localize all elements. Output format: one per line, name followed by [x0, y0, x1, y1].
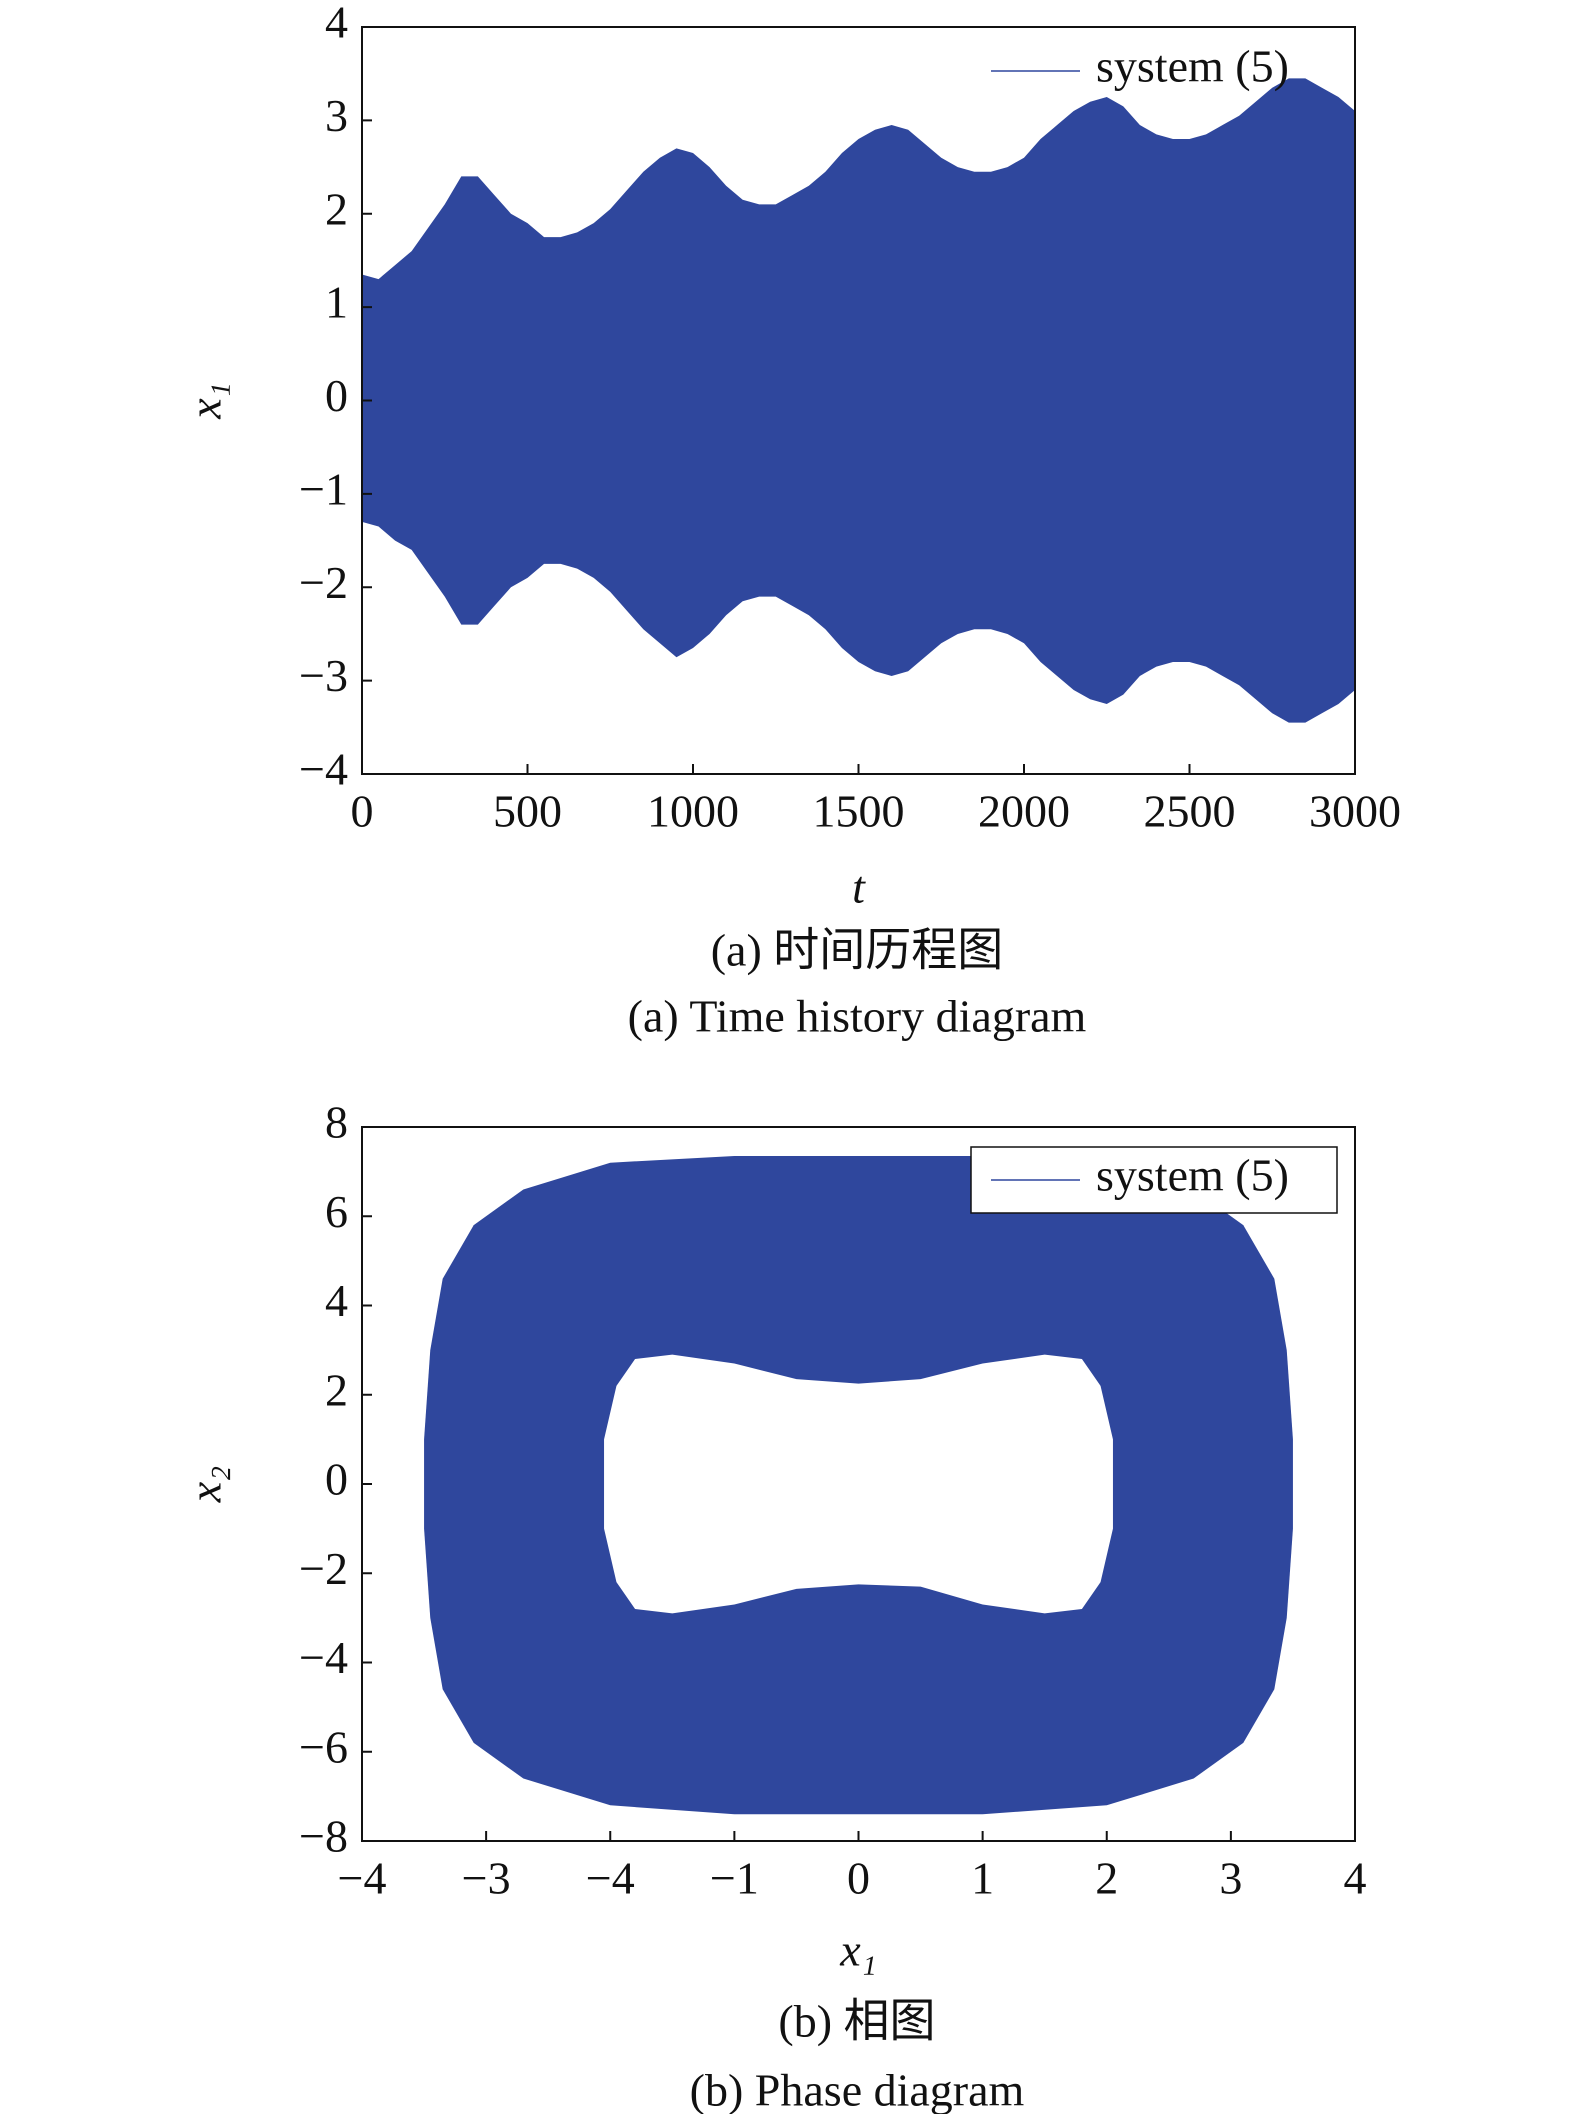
- y-tick-label: −4: [299, 1632, 348, 1683]
- y-tick-label: −4: [299, 744, 348, 795]
- x-tick-label: 3: [1219, 1853, 1242, 1904]
- x-tick-label: −4: [338, 1853, 387, 1904]
- caption: (b) Phase diagram: [690, 2065, 1025, 2114]
- legend-label: system (5): [1096, 1150, 1289, 1201]
- y-tick-label: 0: [325, 1454, 348, 1505]
- y-axis-label: x₂: [180, 1466, 231, 1503]
- x-axis-label: x₁: [839, 1925, 876, 1976]
- x-tick-label: 0: [351, 786, 374, 837]
- y-tick-label: 4: [325, 1275, 348, 1326]
- y-tick-label: 1: [325, 277, 348, 328]
- x-tick-label: 4: [1344, 1853, 1367, 1904]
- x-tick-label: −1: [710, 1853, 759, 1904]
- x-tick-label: −4: [586, 1853, 635, 1904]
- y-tick-label: 6: [325, 1186, 348, 1237]
- x-tick-label: 500: [493, 786, 562, 837]
- y-tick-label: 2: [325, 183, 348, 234]
- y-axis-label: x₁: [180, 382, 231, 419]
- x-tick-label: 3000: [1309, 786, 1401, 837]
- envelope-area: [362, 78, 1355, 723]
- y-tick-label: −6: [299, 1721, 348, 1772]
- y-tick-label: 4: [325, 0, 348, 48]
- x-tick-label: 2: [1095, 1853, 1118, 1904]
- legend-label: system (5): [1096, 41, 1289, 92]
- y-tick-label: 2: [325, 1364, 348, 1415]
- y-tick-label: 8: [325, 1097, 348, 1148]
- x-axis-label: t: [852, 862, 866, 913]
- y-tick-label: −2: [299, 557, 348, 608]
- x-tick-label: 0: [847, 1853, 870, 1904]
- x-tick-label: 2000: [978, 786, 1070, 837]
- y-tick-label: −3: [299, 650, 348, 701]
- x-tick-label: 1500: [813, 786, 905, 837]
- x-tick-label: 1: [971, 1853, 994, 1904]
- y-tick-label: −2: [299, 1543, 348, 1594]
- phase-inner-boundary: [604, 1354, 1113, 1614]
- y-tick-label: 0: [325, 370, 348, 421]
- x-tick-label: 2500: [1144, 786, 1236, 837]
- y-tick-label: −1: [299, 463, 348, 514]
- x-tick-label: 1000: [647, 786, 739, 837]
- caption: (b) 相图: [778, 1996, 935, 2047]
- caption: (a) 时间历程图: [711, 925, 1004, 976]
- y-tick-label: −8: [299, 1811, 348, 1862]
- x-tick-label: −3: [462, 1853, 511, 1904]
- caption: (a) Time history diagram: [628, 991, 1087, 1042]
- y-tick-label: 3: [325, 90, 348, 141]
